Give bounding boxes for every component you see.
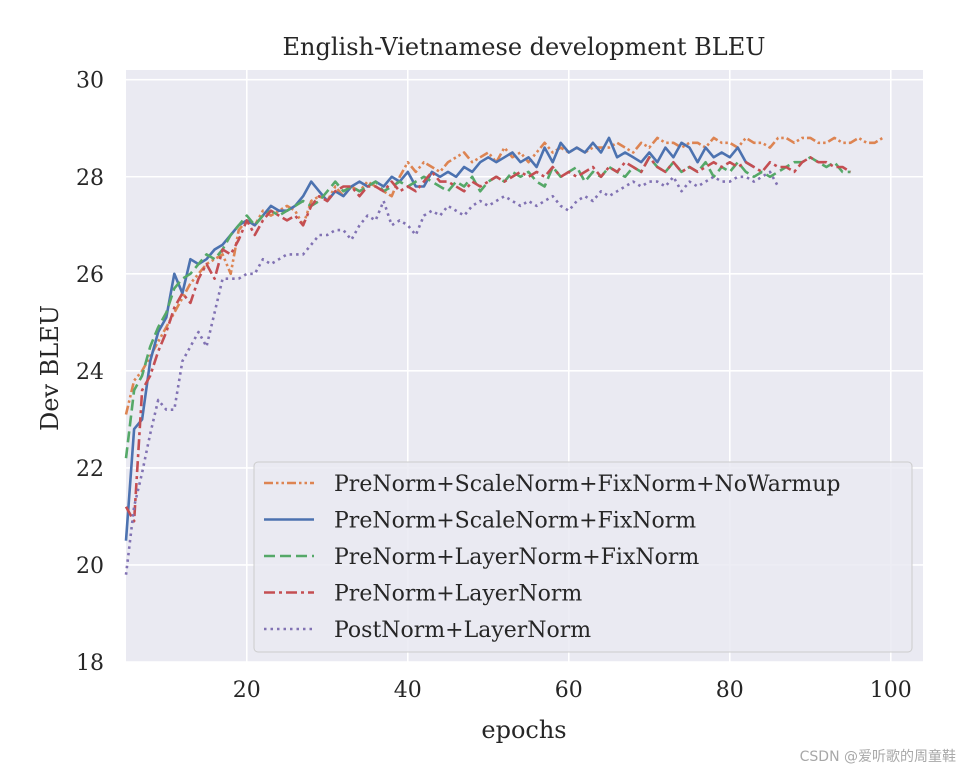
chart-title: English-Vietnamese development BLEU (283, 33, 766, 61)
y-tick-label: 24 (76, 360, 104, 385)
x-tick-label: 40 (394, 678, 422, 703)
x-tick-label: 20 (233, 678, 261, 703)
series-line (124, 156, 852, 523)
y-tick-label: 28 (76, 166, 104, 191)
series-line (124, 156, 851, 459)
legend-label: PreNorm+LayerNorm (334, 582, 582, 607)
watermark: CSDN @爱听歌的周童鞋 (799, 749, 956, 765)
y-tick-label: 22 (76, 457, 104, 482)
legend-label: PreNorm+ScaleNorm+FixNorm (334, 509, 696, 534)
x-tick-label: 60 (555, 678, 583, 703)
y-axis-label: Dev BLEU (36, 305, 64, 431)
legend-label: PreNorm+LayerNorm+FixNorm (334, 545, 699, 570)
y-tick-label: 20 (76, 554, 104, 579)
x-tick-label: 100 (870, 678, 912, 703)
x-axis-label: epochs (481, 716, 566, 744)
series-lines (124, 136, 884, 575)
legend-label: PreNorm+ScaleNorm+FixNorm+NoWarmup (334, 472, 840, 497)
axis-ticks: 20 40 60 80 100 18 20 22 24 26 28 30 (76, 69, 912, 703)
legend: PreNorm+ScaleNorm+FixNorm+NoWarmup PreNor… (253, 461, 913, 653)
y-tick-label: 30 (76, 69, 104, 94)
legend-label: PostNorm+LayerNorm (334, 618, 591, 643)
legend-frame (253, 461, 913, 653)
y-tick-label: 26 (76, 263, 104, 288)
y-tick-label: 18 (76, 651, 104, 676)
x-tick-label: 80 (716, 678, 744, 703)
